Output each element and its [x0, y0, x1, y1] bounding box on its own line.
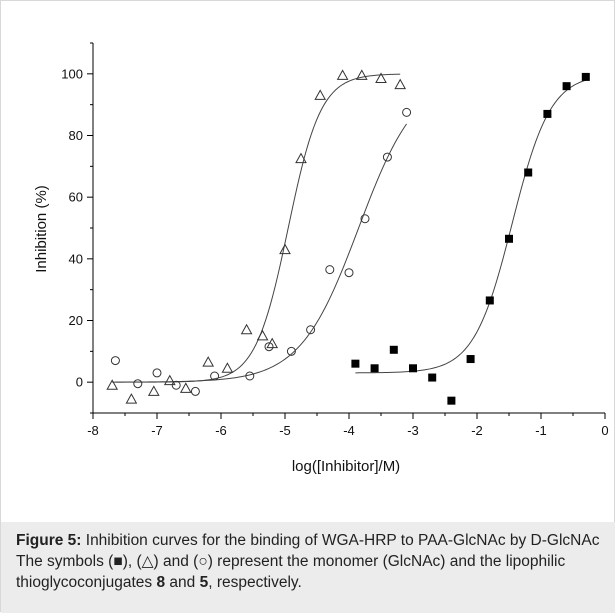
x-tick-label: -4	[343, 423, 355, 438]
axes: -8 -7 -6 -5 -4 -3 -2 -1 0 0 20 40 60 80 100	[61, 42, 609, 438]
y-tick-label: 0	[76, 375, 83, 390]
data-point-circle	[325, 265, 335, 275]
data-point-square	[370, 364, 379, 373]
caption-text-1: Inhibition curves for the binding of WGA…	[16, 532, 600, 591]
data-point-circle	[245, 371, 255, 381]
y-tick-label: 20	[69, 313, 83, 328]
x-tick-label: -8	[87, 423, 99, 438]
data-point-triangle	[336, 69, 349, 80]
data-point-square	[485, 296, 494, 305]
data-point-triangle	[279, 243, 291, 255]
data-point-circle	[344, 268, 354, 278]
x-tick-label: -6	[215, 423, 227, 438]
data-point-triangle	[202, 356, 215, 367]
x-tick-label: -1	[535, 423, 547, 438]
data-point-triangle	[125, 393, 138, 404]
data-points	[106, 69, 590, 405]
data-point-circle	[382, 152, 392, 162]
data-point-circle	[110, 356, 120, 366]
data-point-triangle	[295, 152, 307, 164]
fit-curves	[112, 73, 586, 383]
data-point-circle	[360, 214, 370, 224]
chart: -8 -7 -6 -5 -4 -3 -2 -1 0 0 20 40 60 80 100 log([Inhib…	[33, 42, 609, 475]
data-point-triangle	[147, 385, 160, 396]
data-point-triangle	[314, 89, 327, 100]
data-point-square	[409, 364, 417, 373]
y-axis-title: Inhibition (%)	[33, 185, 50, 273]
caption-label: Figure 5:	[16, 532, 82, 549]
data-point-circle	[190, 386, 200, 396]
caption-ref-8: 8	[156, 574, 166, 591]
data-point-triangle	[355, 69, 368, 80]
y-tick-label: 80	[69, 128, 83, 143]
data-point-square	[524, 168, 533, 177]
x-axis-title: log([Inhibitor]/M)	[292, 458, 400, 475]
data-point-circle	[286, 346, 296, 356]
figure-caption: Figure 5: Inhibition curves for the bind…	[1, 522, 615, 613]
caption-text-2: and	[165, 574, 200, 591]
caption-ref-5: 5	[199, 574, 209, 591]
data-point-square	[389, 345, 398, 354]
data-point-triangle	[221, 362, 234, 373]
y-tick-label: 60	[69, 190, 83, 205]
x-tick-label: -7	[151, 423, 163, 438]
data-point-circle	[133, 379, 143, 389]
fit-curve	[355, 79, 586, 374]
data-point-triangle	[375, 72, 387, 83]
data-point-square	[562, 82, 571, 91]
data-point-circle	[306, 325, 316, 335]
data-point-square	[466, 355, 475, 364]
data-point-triangle	[256, 329, 269, 341]
x-tick-label: 0	[601, 423, 608, 438]
data-point-square	[351, 359, 360, 368]
caption-text-3: , respectively.	[208, 574, 302, 591]
data-point-triangle	[106, 379, 119, 390]
data-point-circle	[171, 380, 181, 390]
data-point-circle	[152, 368, 162, 378]
data-point-square	[447, 396, 456, 405]
data-point-triangle	[163, 374, 176, 386]
data-point-circle	[402, 107, 412, 117]
x-tick-label: -5	[279, 423, 291, 438]
y-tick-label: 40	[69, 251, 83, 266]
data-point-square	[428, 373, 437, 382]
data-point-square	[543, 109, 552, 118]
data-point-circle	[264, 342, 274, 352]
data-point-circle	[210, 371, 220, 381]
x-tick-label: -2	[471, 423, 483, 438]
data-point-triangle	[394, 78, 407, 90]
y-tick-label: 100	[61, 66, 83, 81]
data-point-triangle	[240, 323, 253, 335]
data-point-square	[581, 72, 590, 81]
fit-curve	[115, 123, 408, 383]
data-point-triangle	[179, 382, 192, 393]
data-point-square	[505, 234, 513, 243]
fit-curve	[112, 73, 401, 383]
x-tick-label: -3	[407, 423, 419, 438]
